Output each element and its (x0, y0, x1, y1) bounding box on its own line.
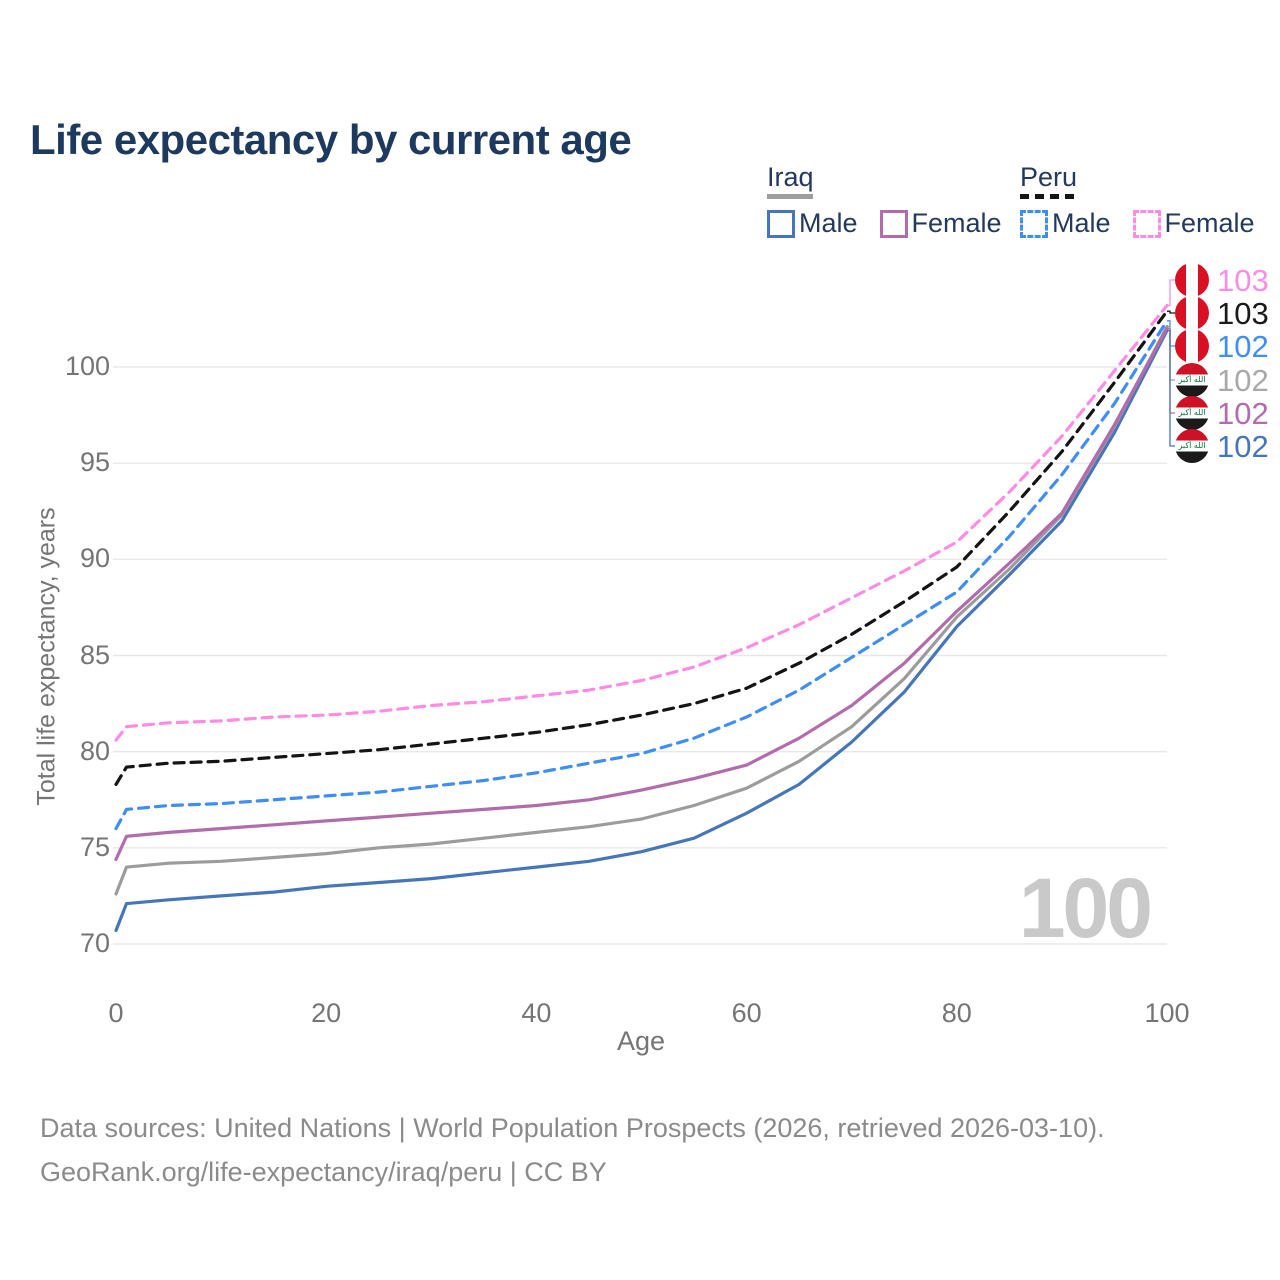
end-label-row-iraq-female: الله أكبر 102 (1175, 396, 1269, 430)
x-tick-label-20: 20 (311, 998, 342, 1028)
series-line-iraq (114, 325, 1169, 896)
x-tick-label-0: 0 (108, 998, 124, 1028)
peru-flag-icon (1175, 263, 1209, 297)
peru-flag-icon (1175, 296, 1209, 330)
iraq-flag-icon: الله أكبر (1175, 396, 1209, 430)
end-label-row-peru: 103 (1175, 296, 1269, 330)
leader-line-iraq-male (1167, 329, 1175, 447)
x-tick-label-60: 60 (731, 998, 762, 1028)
series-line-peru (114, 309, 1169, 787)
iraq-flag-takbir-text: الله أكبر (1178, 374, 1206, 384)
leader-line-peru-male (1167, 320, 1175, 347)
peru-male-swatch-icon (1020, 209, 1048, 238)
legend-item-iraq-male[interactable]: Male (767, 208, 858, 239)
legend-group-peru: Peru Male Female (1020, 163, 1255, 239)
iraq-female-swatch-icon (879, 209, 908, 238)
iraq-flag-takbir-text: الله أكبر (1178, 407, 1206, 417)
legend-iraq-items: Male Female (767, 208, 1002, 239)
x-tick-label-40: 40 (521, 998, 552, 1028)
legend-peru-items: Male Female (1020, 208, 1255, 239)
iraq-flag-takbir-text: الله أكبر (1178, 440, 1206, 450)
peru-flag-icon (1175, 329, 1209, 363)
end-label-row-iraq: الله أكبر 102 (1175, 363, 1269, 397)
y-tick-label-90: 90 (79, 543, 110, 574)
y-tick-label-70: 70 (79, 928, 110, 958)
end-label-row-peru-female: 103 (1175, 263, 1269, 297)
legend-item-label: Female (911, 208, 1002, 238)
legend-item-peru-female[interactable]: Female (1132, 208, 1255, 239)
end-label-value: 102 (1217, 328, 1269, 364)
footer: Data sources: United Nations | World Pop… (40, 1106, 1105, 1194)
legend-item-peru-male[interactable]: Male (1020, 208, 1111, 239)
end-label-row-iraq-male: الله أكبر 102 (1175, 429, 1269, 463)
legend-group-iraq-title: Iraq (767, 162, 814, 192)
footer-attribution: GeoRank.org/life-expectancy/iraq/peru | … (40, 1157, 607, 1187)
legend-item-iraq-female[interactable]: Female (879, 208, 1002, 239)
footer-data-sources: Data sources: United Nations | World Pop… (40, 1113, 1105, 1143)
y-tick-label-95: 95 (79, 447, 110, 478)
y-tick-label-75: 75 (79, 831, 110, 862)
end-label-row-peru-male: 102 (1175, 329, 1269, 363)
legend-iraq-line-sample (767, 194, 813, 199)
legend-group-peru-title: Peru (1020, 162, 1078, 192)
legend-item-label: Male (1052, 208, 1111, 238)
leader-line-peru-female (1167, 279, 1175, 307)
leader-line-peru (1167, 310, 1175, 314)
peru-female-swatch-icon (1132, 209, 1161, 238)
series-line-iraq-male (114, 328, 1169, 933)
x-axis-title: Age (616, 1026, 666, 1056)
leader-line-iraq-female (1167, 327, 1175, 414)
legend-item-label: Male (799, 208, 858, 238)
iraq-flag-icon: الله أكبر (1175, 363, 1209, 397)
legend-group-iraq: Iraq Male Female (767, 163, 1002, 239)
end-label-value: 102 (1217, 362, 1269, 398)
series-line-iraq-female (114, 326, 1169, 862)
page-title: Life expectancy by current age (30, 116, 632, 164)
legend-item-label: Female (1164, 208, 1255, 238)
series-line-peru-male (114, 319, 1169, 831)
end-label-value: 103 (1217, 295, 1269, 331)
end-label-value: 102 (1217, 395, 1269, 431)
y-tick-label-80: 80 (79, 735, 110, 766)
series-line-peru-female (114, 303, 1169, 742)
y-tick-label-85: 85 (79, 639, 110, 670)
leader-line-iraq (1167, 325, 1175, 381)
x-tick-label-80: 80 (941, 998, 972, 1028)
iraq-flag-icon: الله أكبر (1175, 429, 1209, 463)
iraq-male-swatch-icon (767, 209, 795, 238)
y-tick-label-100: 100 (64, 351, 110, 381)
x-tick-label-100: 100 (1144, 998, 1190, 1028)
end-label-value: 102 (1217, 428, 1269, 464)
end-label-value: 103 (1217, 262, 1269, 298)
watermark-age-counter: 100 (1018, 861, 1153, 955)
legend-peru-line-sample (1020, 194, 1076, 199)
